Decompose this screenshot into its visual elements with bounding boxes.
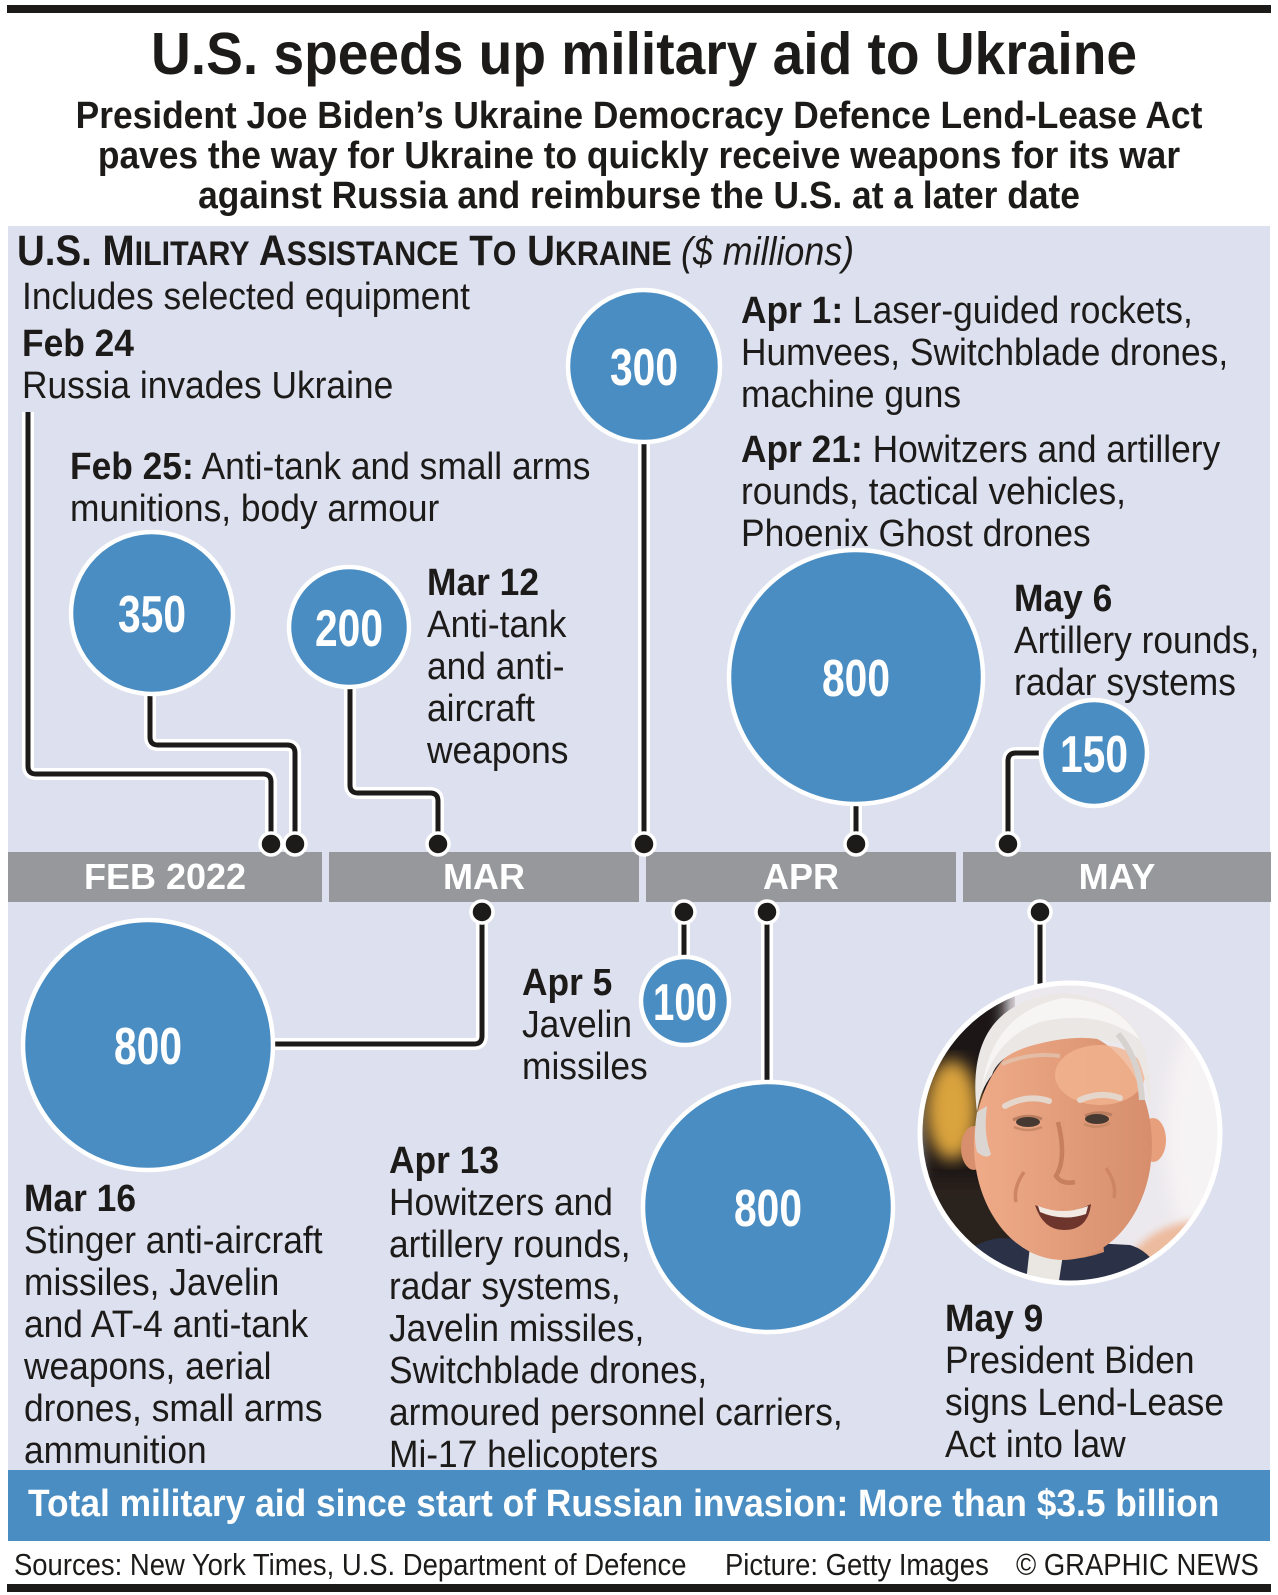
svg-text:350: 350 (118, 586, 186, 644)
svg-text:800: 800 (114, 1018, 182, 1076)
svg-text:100: 100 (653, 974, 717, 1032)
svg-text:150: 150 (1060, 726, 1128, 784)
svg-text:300: 300 (610, 339, 678, 397)
svg-text:200: 200 (315, 600, 383, 658)
svg-text:800: 800 (822, 650, 890, 708)
svg-text:800: 800 (734, 1180, 802, 1238)
